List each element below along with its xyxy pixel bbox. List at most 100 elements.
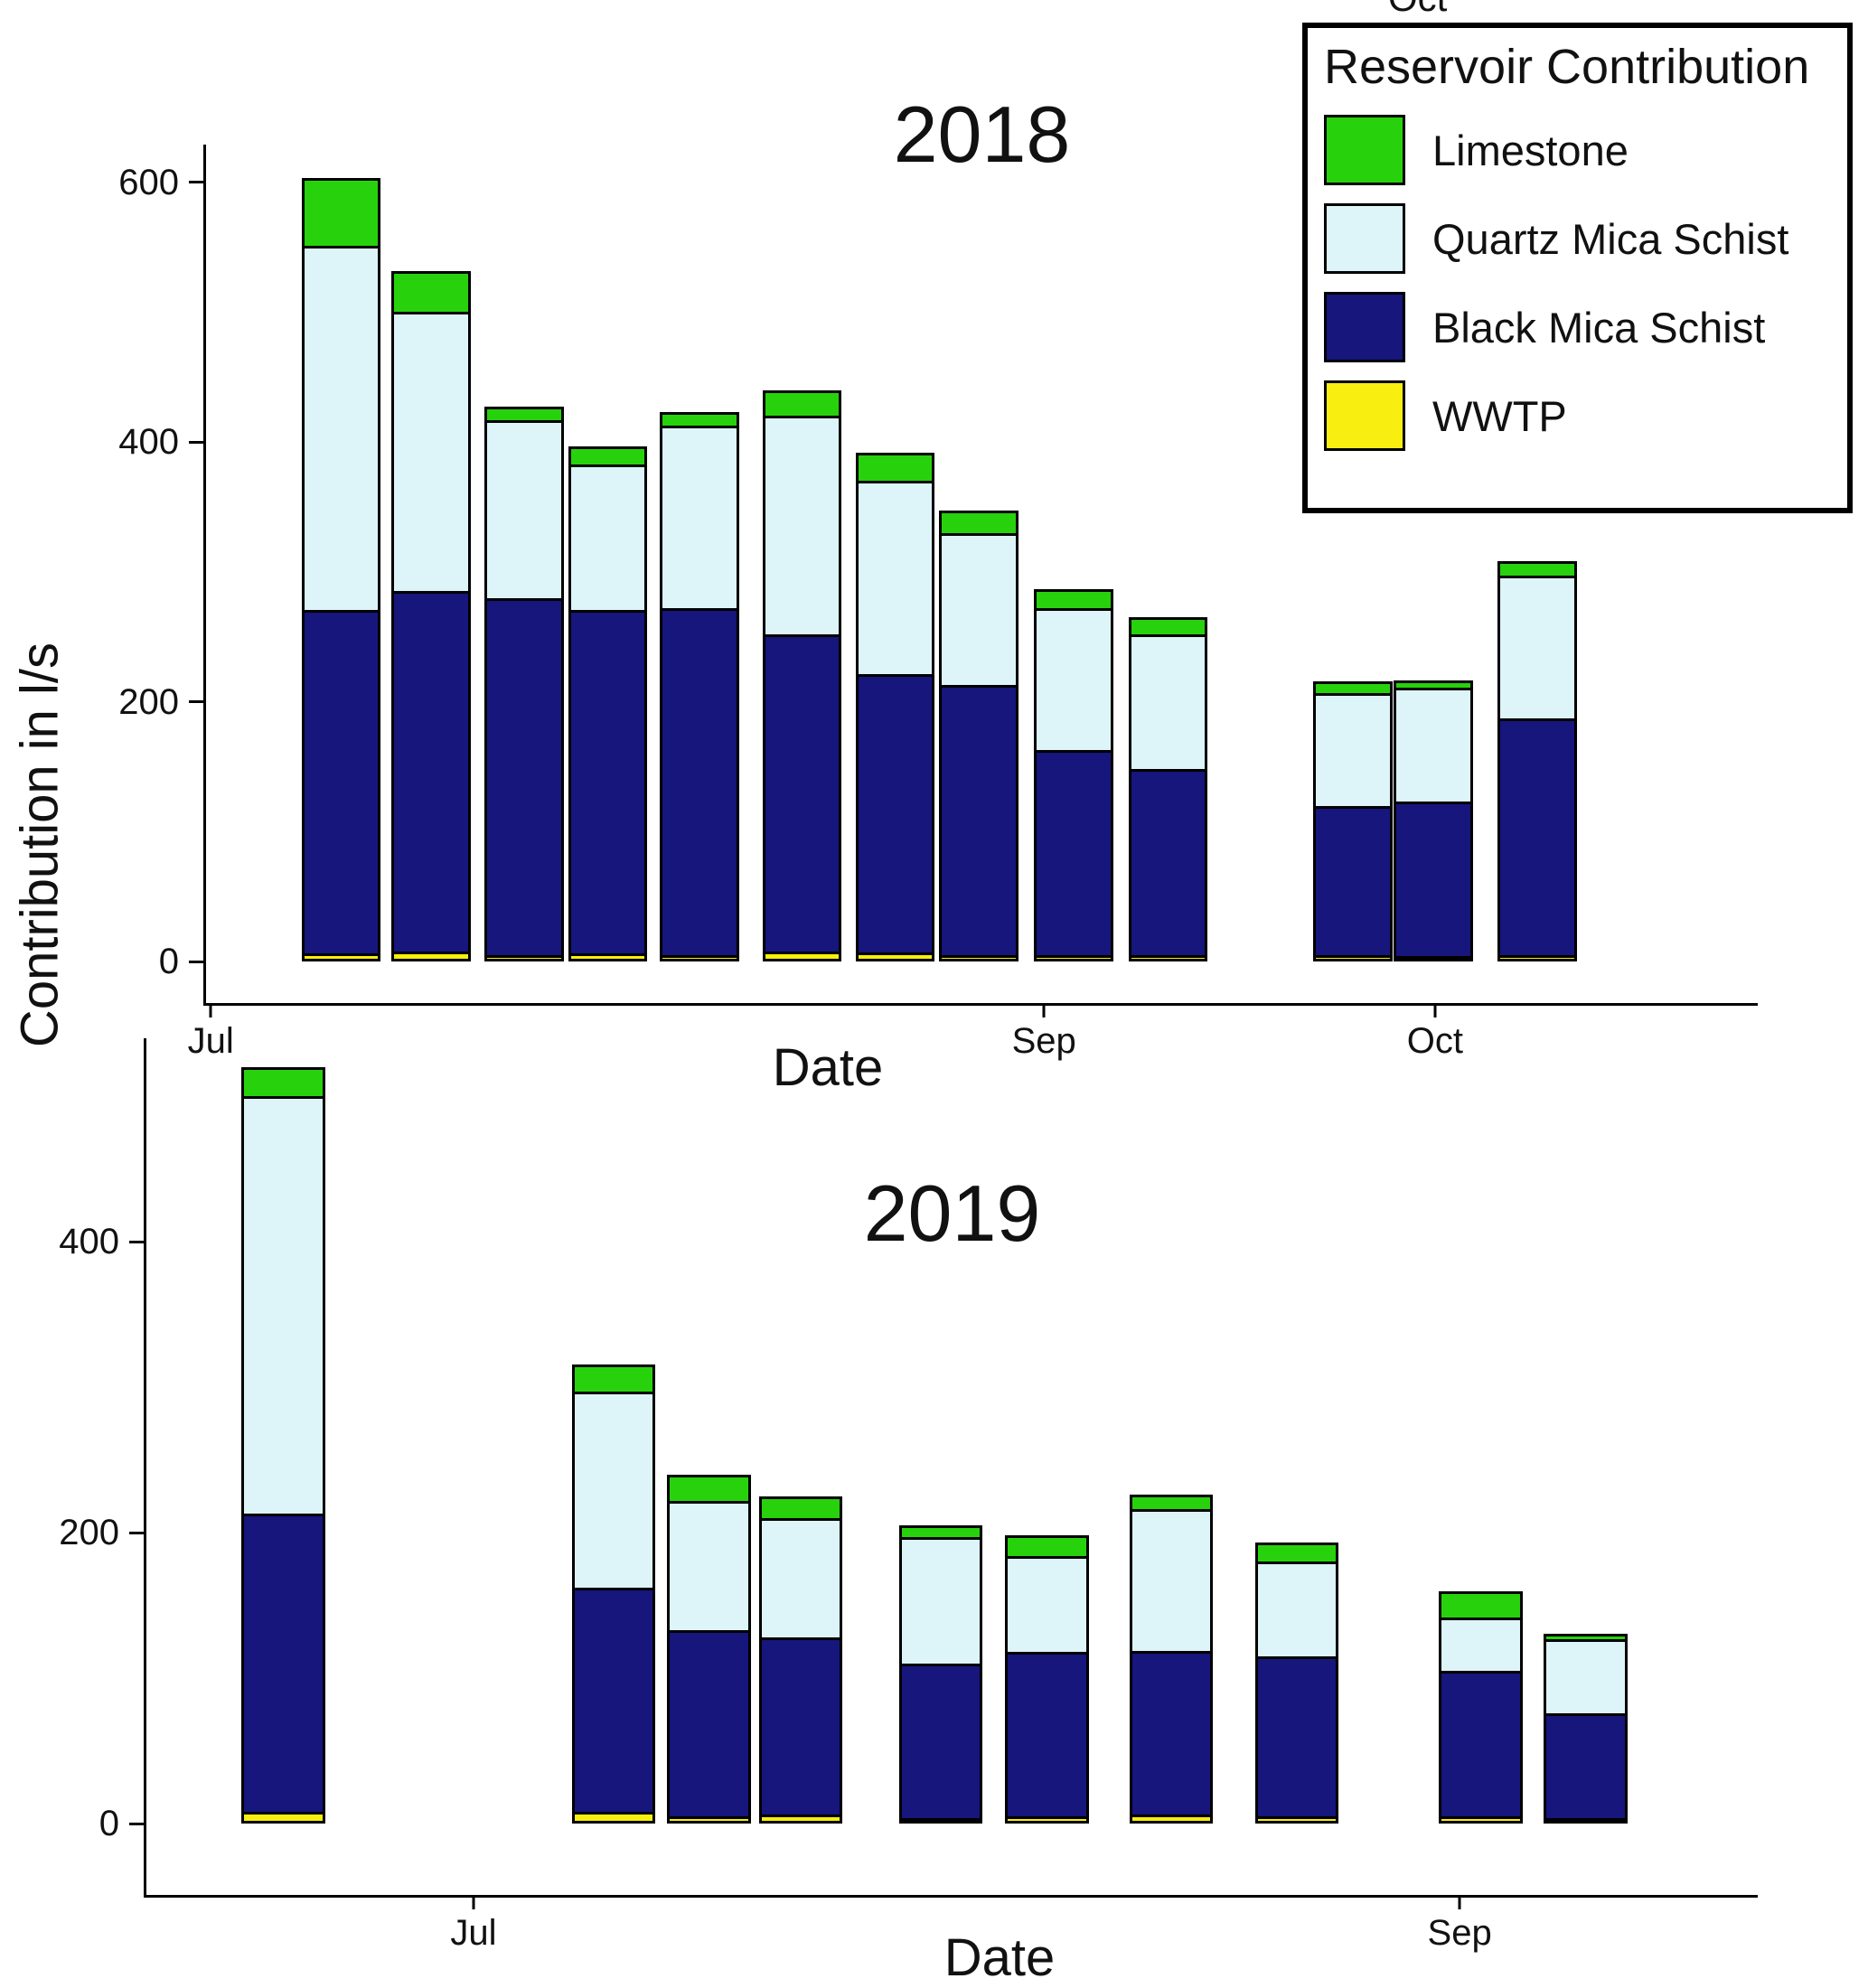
x-tick-label: Oct bbox=[1406, 1021, 1463, 1061]
y-tick-mark bbox=[189, 440, 203, 444]
segment-wwtp bbox=[1497, 954, 1577, 961]
segment-quartz-mica-schist bbox=[1313, 692, 1393, 806]
segment-limestone bbox=[568, 445, 648, 464]
legend-item-limestone: Limestone bbox=[1324, 115, 1847, 185]
segment-wwtp bbox=[1129, 1815, 1214, 1824]
segment-limestone bbox=[1543, 1633, 1628, 1640]
segment-limestone bbox=[762, 389, 842, 417]
segment-black-mica-schist bbox=[1034, 749, 1113, 955]
segment-quartz-mica-schist bbox=[1497, 576, 1577, 719]
segment-limestone bbox=[301, 178, 381, 247]
stacked-bar bbox=[762, 389, 842, 961]
segment-limestone bbox=[571, 1364, 656, 1393]
segment-quartz-mica-schist bbox=[1543, 1639, 1628, 1714]
y-tick-label: 600 bbox=[118, 162, 179, 202]
stacked-bar bbox=[1394, 680, 1473, 961]
x-tick-label: Jul bbox=[187, 1021, 234, 1061]
segment-limestone bbox=[1034, 588, 1113, 609]
segment-black-mica-schist bbox=[568, 609, 648, 954]
segment-quartz-mica-schist bbox=[1128, 633, 1208, 770]
y-tick-label: 200 bbox=[118, 681, 179, 722]
stacked-bar bbox=[1034, 588, 1113, 961]
x-tick-label: Jul bbox=[450, 1913, 497, 1953]
stacked-bar bbox=[484, 407, 564, 961]
segment-wwtp bbox=[241, 1812, 325, 1824]
segment-quartz-mica-schist bbox=[391, 312, 471, 592]
stacked-bar bbox=[1005, 1535, 1090, 1824]
legend-item-quartz-mica-schist: Quartz Mica Schist bbox=[1324, 203, 1847, 274]
x-axis-spine-2018 bbox=[203, 1003, 1758, 1006]
stacked-bar bbox=[1254, 1543, 1339, 1824]
segment-black-mica-schist bbox=[1254, 1655, 1339, 1816]
chart-title-2018: 2018 bbox=[893, 89, 1071, 179]
y-tick-label: 400 bbox=[118, 422, 179, 463]
x-tick-mark bbox=[1433, 1003, 1437, 1017]
segment-quartz-mica-schist bbox=[758, 1518, 843, 1638]
wwtp-swatch-icon bbox=[1324, 380, 1405, 451]
legend: Reservoir Contribution Limestone Quartz … bbox=[1302, 23, 1853, 513]
y-tick-mark bbox=[189, 181, 203, 184]
segment-limestone bbox=[758, 1496, 843, 1519]
stacked-bar bbox=[666, 1474, 751, 1824]
segment-black-mica-schist bbox=[241, 1514, 325, 1813]
y-tick-mark bbox=[189, 700, 203, 704]
segment-wwtp bbox=[666, 1815, 751, 1824]
x-axis-title-2018: Date bbox=[772, 1038, 884, 1097]
legend-label: Black Mica Schist bbox=[1432, 303, 1766, 352]
x-axis-2019: Jul Sep bbox=[146, 1895, 1758, 1967]
stacked-bar bbox=[1438, 1590, 1523, 1824]
segment-quartz-mica-schist bbox=[241, 1096, 325, 1514]
black-mica-schist-swatch-icon bbox=[1324, 292, 1405, 362]
segment-wwtp bbox=[568, 953, 648, 961]
segment-limestone bbox=[241, 1067, 325, 1097]
segment-wwtp bbox=[1254, 1815, 1339, 1824]
segment-black-mica-schist bbox=[898, 1664, 983, 1818]
segment-limestone bbox=[1129, 1495, 1214, 1510]
segment-black-mica-schist bbox=[939, 684, 1018, 955]
segment-limestone bbox=[391, 270, 471, 313]
segment-limestone bbox=[1128, 617, 1208, 634]
segment-quartz-mica-schist bbox=[1394, 687, 1473, 802]
segment-limestone bbox=[666, 1474, 751, 1501]
stacked-bar bbox=[660, 412, 739, 961]
x-axis-spine-2019 bbox=[144, 1895, 1758, 1898]
stacked-bar bbox=[898, 1525, 983, 1824]
x-tick-mark bbox=[1458, 1895, 1461, 1909]
segment-wwtp bbox=[1394, 956, 1473, 961]
segment-black-mica-schist bbox=[301, 609, 381, 954]
segment-wwtp bbox=[1543, 1818, 1628, 1824]
segment-quartz-mica-schist bbox=[571, 1392, 656, 1589]
segment-limestone bbox=[1394, 680, 1473, 688]
segment-quartz-mica-schist bbox=[1254, 1561, 1339, 1656]
segment-wwtp bbox=[1438, 1815, 1523, 1824]
plot-area-2018: 0 200 400 600 bbox=[118, 156, 1758, 980]
segment-limestone bbox=[939, 511, 1018, 533]
quartz-mica-schist-swatch-icon bbox=[1324, 203, 1405, 274]
x-axis-title-2019: Date bbox=[943, 1928, 1056, 1987]
stacked-bar bbox=[1129, 1495, 1214, 1824]
segment-wwtp bbox=[1005, 1815, 1090, 1824]
segment-wwtp bbox=[758, 1815, 843, 1824]
stacked-bar bbox=[758, 1496, 843, 1824]
segment-quartz-mica-schist bbox=[660, 425, 739, 609]
plot-area-2019: 0 200 400 bbox=[59, 1038, 1758, 1842]
segment-quartz-mica-schist bbox=[484, 419, 564, 598]
segment-black-mica-schist bbox=[1497, 718, 1577, 955]
segment-black-mica-schist bbox=[762, 633, 842, 952]
x-tick-label: Sep bbox=[1427, 1913, 1492, 1953]
segment-quartz-mica-schist bbox=[1129, 1509, 1214, 1651]
x-tick-label: Sep bbox=[1011, 1021, 1076, 1061]
y-tick-mark bbox=[129, 1531, 144, 1534]
y-tick-label: 0 bbox=[99, 1804, 119, 1843]
segment-black-mica-schist bbox=[484, 597, 564, 955]
y-axis-spine-2019 bbox=[144, 1038, 146, 1898]
segment-limestone bbox=[1497, 561, 1577, 577]
segment-black-mica-schist bbox=[1394, 802, 1473, 956]
y-tick-label: 0 bbox=[158, 942, 179, 981]
segment-wwtp bbox=[1034, 954, 1113, 961]
stacked-bar bbox=[571, 1364, 656, 1824]
stacked-bar bbox=[301, 178, 381, 961]
segment-limestone bbox=[1313, 680, 1393, 693]
segment-black-mica-schist bbox=[571, 1588, 656, 1813]
stacked-bar bbox=[1497, 561, 1577, 961]
